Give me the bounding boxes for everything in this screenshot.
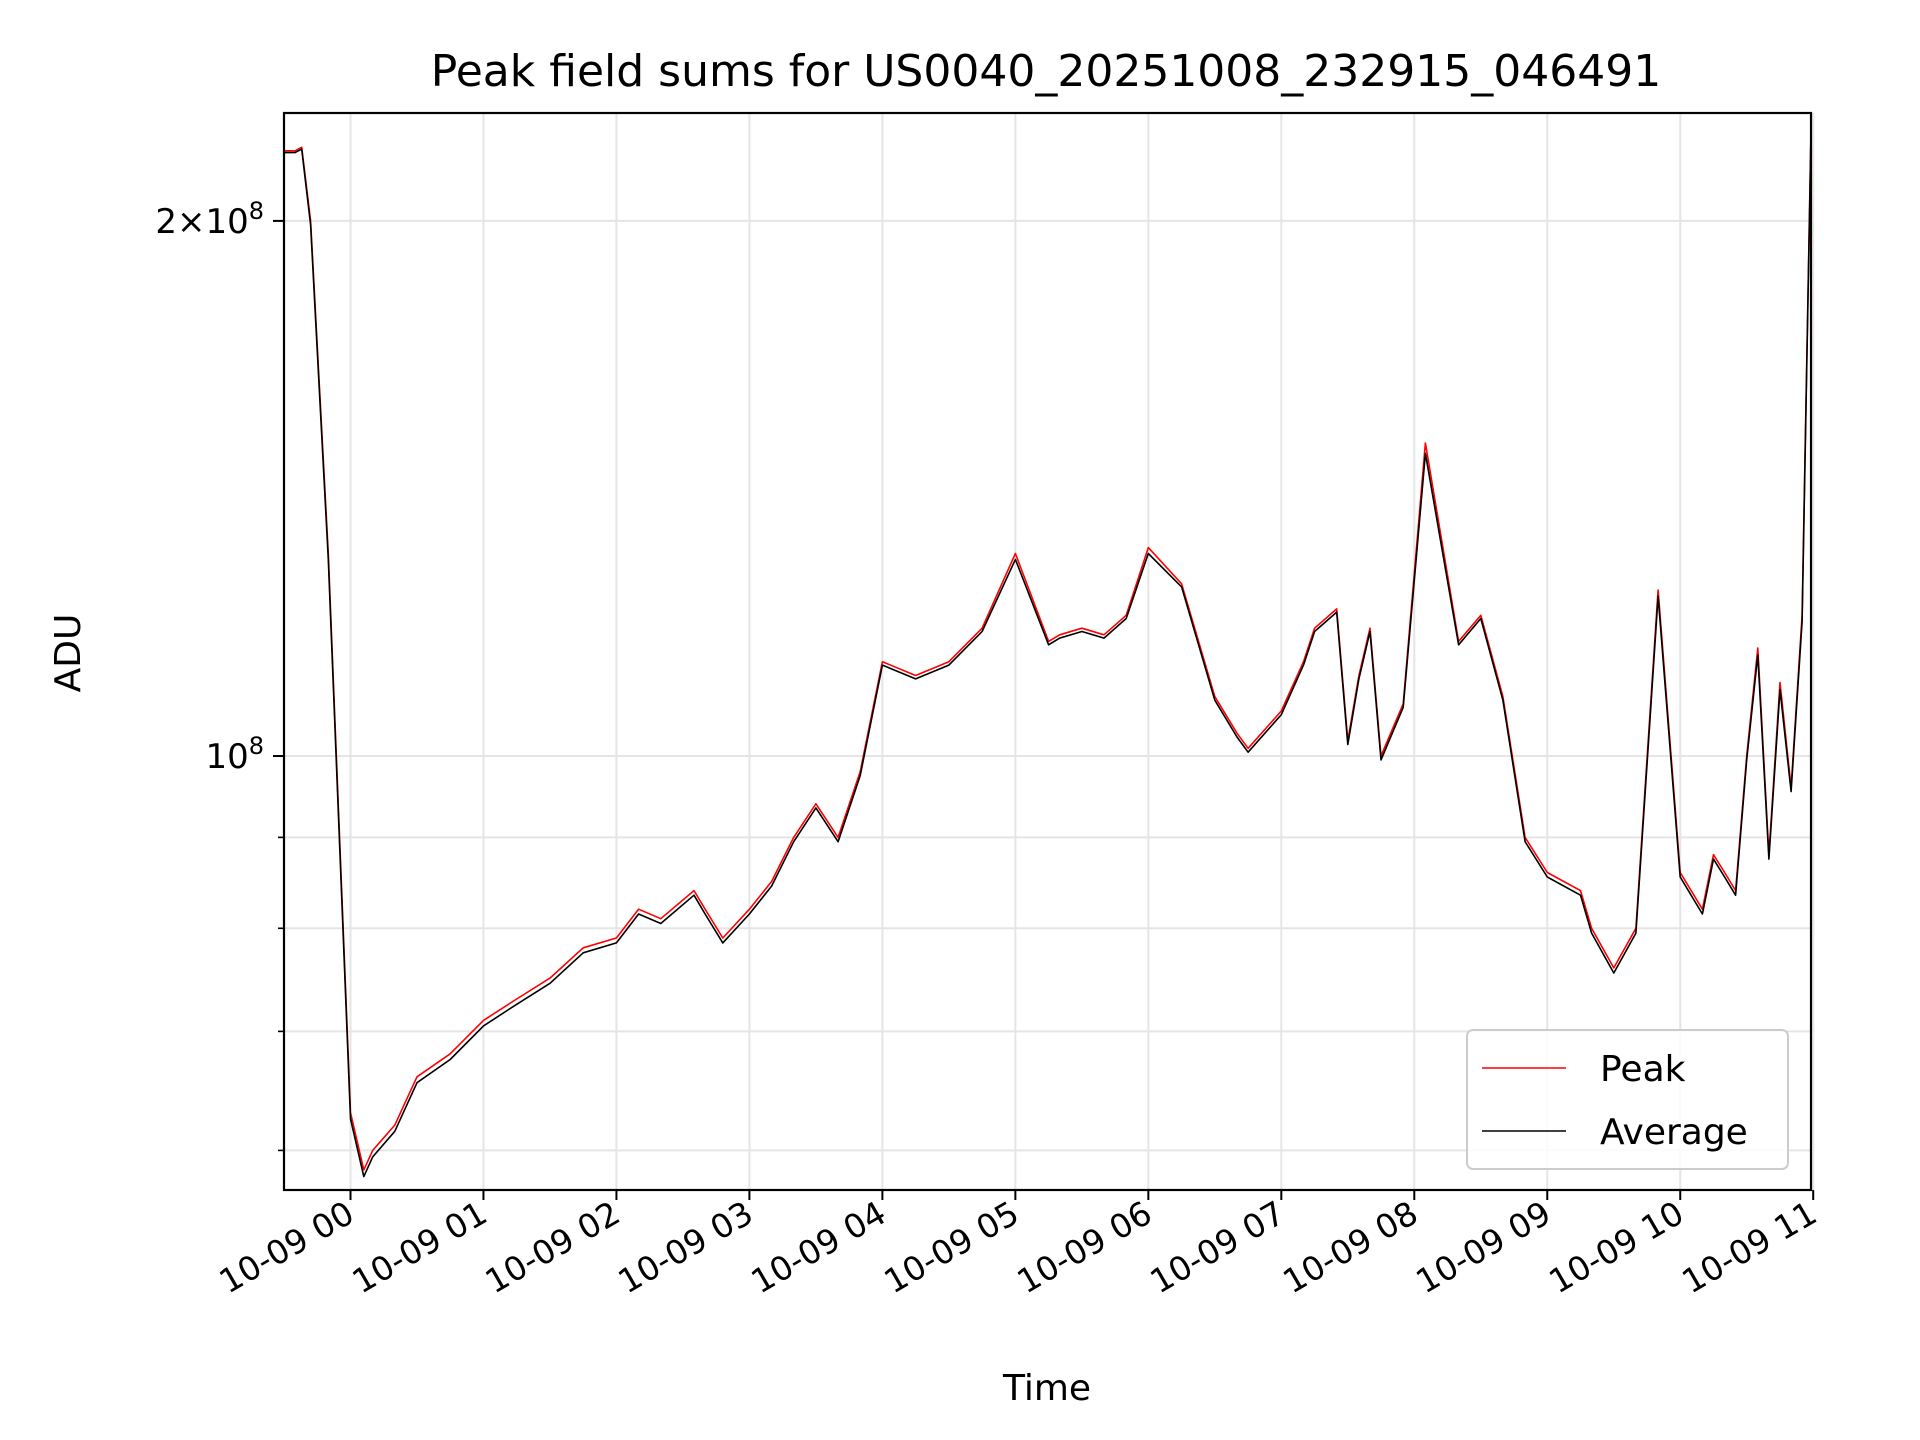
legend-box	[1466, 1029, 1789, 1170]
y-axis: 108 2×108	[155, 197, 284, 1152]
x-axis-label: Time	[1002, 1368, 1091, 1409]
series-line-average	[284, 133, 1812, 1178]
grid	[284, 113, 1815, 1190]
legend-peak-label: Peak	[1600, 1049, 1686, 1090]
chart-title: Peak field sums for US0040_20251008_2329…	[431, 46, 1661, 97]
plot-frame	[282, 111, 1813, 1192]
series-layer	[284, 129, 1812, 1178]
y-axis-label: ADU	[48, 614, 89, 693]
y-tick-label: 108	[205, 732, 264, 777]
legend-average-label: Average	[1600, 1112, 1748, 1153]
y-tick-label: 2×108	[155, 197, 264, 242]
legend: Peak Average	[1466, 1029, 1789, 1170]
